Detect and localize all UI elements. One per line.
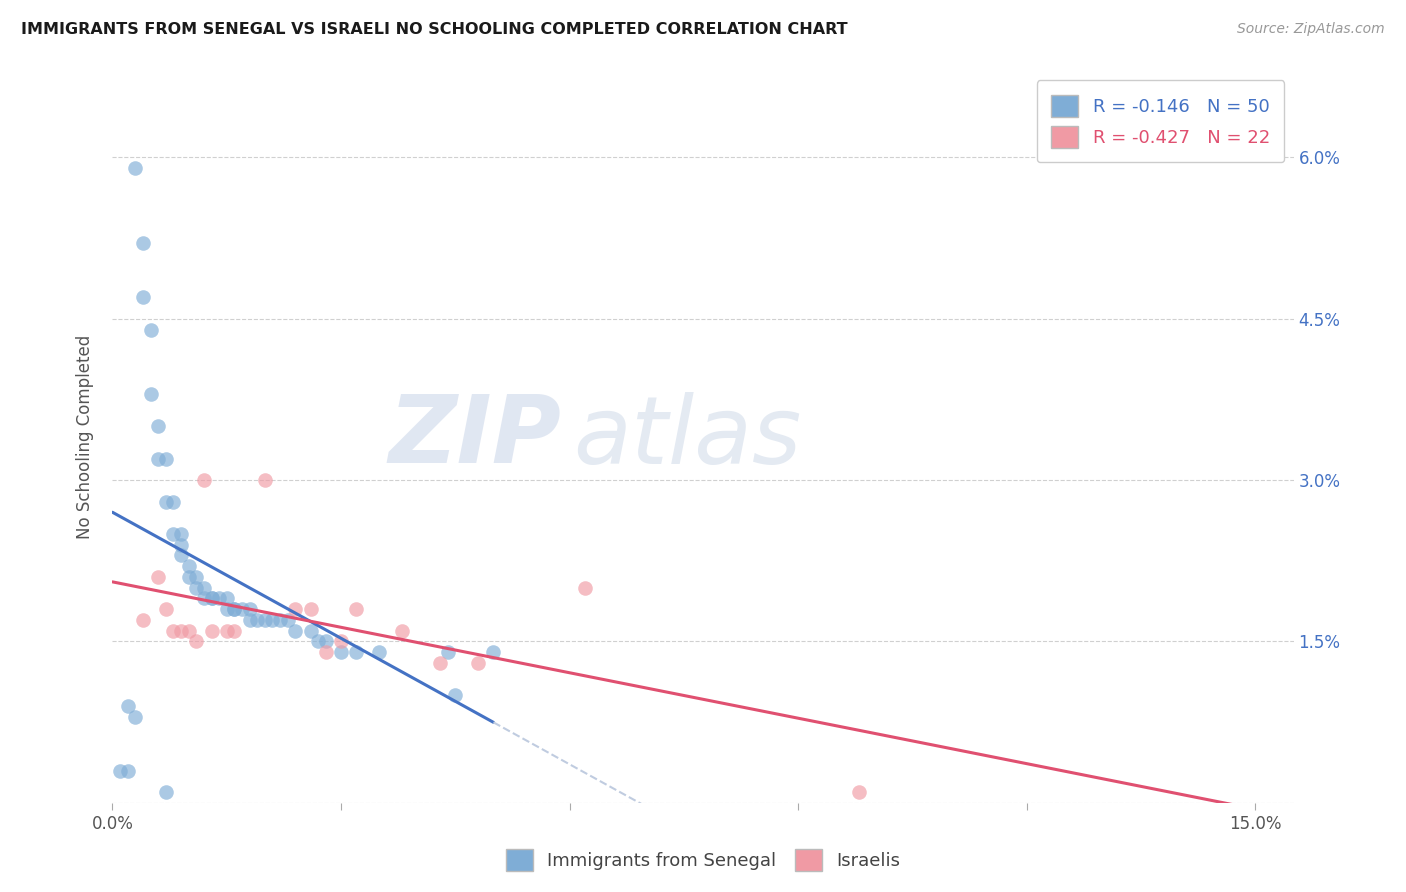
Point	[200, 624, 222, 638]
Point	[344, 645, 367, 659]
Point	[148, 419, 170, 434]
Point	[124, 710, 146, 724]
Point	[284, 602, 307, 616]
Point	[239, 613, 262, 627]
Point	[482, 645, 505, 659]
Point	[162, 527, 184, 541]
Point	[224, 602, 246, 616]
Point	[262, 613, 284, 627]
Point	[208, 591, 231, 606]
Point	[315, 634, 337, 648]
Point	[155, 494, 177, 508]
Text: IMMIGRANTS FROM SENEGAL VS ISRAELI NO SCHOOLING COMPLETED CORRELATION CHART: IMMIGRANTS FROM SENEGAL VS ISRAELI NO SC…	[21, 22, 848, 37]
Point	[193, 473, 215, 487]
Point	[299, 602, 322, 616]
Point	[155, 602, 177, 616]
Point	[139, 322, 162, 336]
Point	[269, 613, 291, 627]
Point	[170, 549, 193, 563]
Point	[253, 613, 276, 627]
Point	[177, 559, 200, 574]
Legend: Immigrants from Senegal, Israelis: Immigrants from Senegal, Israelis	[499, 841, 907, 878]
Point	[148, 570, 170, 584]
Point	[193, 581, 215, 595]
Point	[124, 161, 146, 176]
Point	[574, 581, 596, 595]
Point	[436, 645, 458, 659]
Point	[162, 624, 184, 638]
Point	[170, 527, 193, 541]
Point	[193, 591, 215, 606]
Point	[162, 494, 184, 508]
Point	[239, 602, 262, 616]
Point	[186, 634, 208, 648]
Point	[231, 602, 253, 616]
Point	[132, 290, 155, 304]
Point	[391, 624, 413, 638]
Point	[246, 613, 269, 627]
Point	[200, 591, 222, 606]
Point	[155, 451, 177, 466]
Y-axis label: No Schooling Completed: No Schooling Completed	[76, 335, 94, 539]
Point	[170, 624, 193, 638]
Point	[277, 613, 299, 627]
Point	[177, 624, 200, 638]
Point	[299, 624, 322, 638]
Text: ZIP: ZIP	[388, 391, 561, 483]
Text: atlas: atlas	[574, 392, 801, 483]
Point	[117, 764, 139, 778]
Point	[132, 236, 155, 251]
Point	[139, 387, 162, 401]
Point	[200, 591, 222, 606]
Point	[368, 645, 391, 659]
Point	[344, 602, 367, 616]
Point	[284, 624, 307, 638]
Point	[330, 634, 353, 648]
Point	[186, 570, 208, 584]
Point	[108, 764, 131, 778]
Point	[315, 645, 337, 659]
Point	[215, 624, 238, 638]
Point	[177, 570, 200, 584]
Point	[330, 645, 353, 659]
Text: Source: ZipAtlas.com: Source: ZipAtlas.com	[1237, 22, 1385, 37]
Point	[215, 591, 238, 606]
Point	[215, 602, 238, 616]
Point	[224, 602, 246, 616]
Point	[848, 785, 870, 799]
Point	[148, 451, 170, 466]
Point	[253, 473, 276, 487]
Point	[117, 698, 139, 713]
Point	[186, 581, 208, 595]
Point	[224, 624, 246, 638]
Point	[132, 613, 155, 627]
Point	[307, 634, 329, 648]
Point	[170, 538, 193, 552]
Point	[429, 656, 451, 670]
Point	[444, 688, 467, 702]
Point	[467, 656, 489, 670]
Point	[155, 785, 177, 799]
